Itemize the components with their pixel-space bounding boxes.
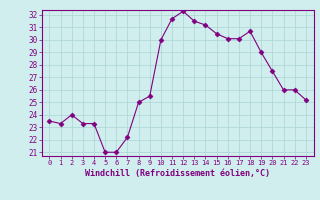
- X-axis label: Windchill (Refroidissement éolien,°C): Windchill (Refroidissement éolien,°C): [85, 169, 270, 178]
